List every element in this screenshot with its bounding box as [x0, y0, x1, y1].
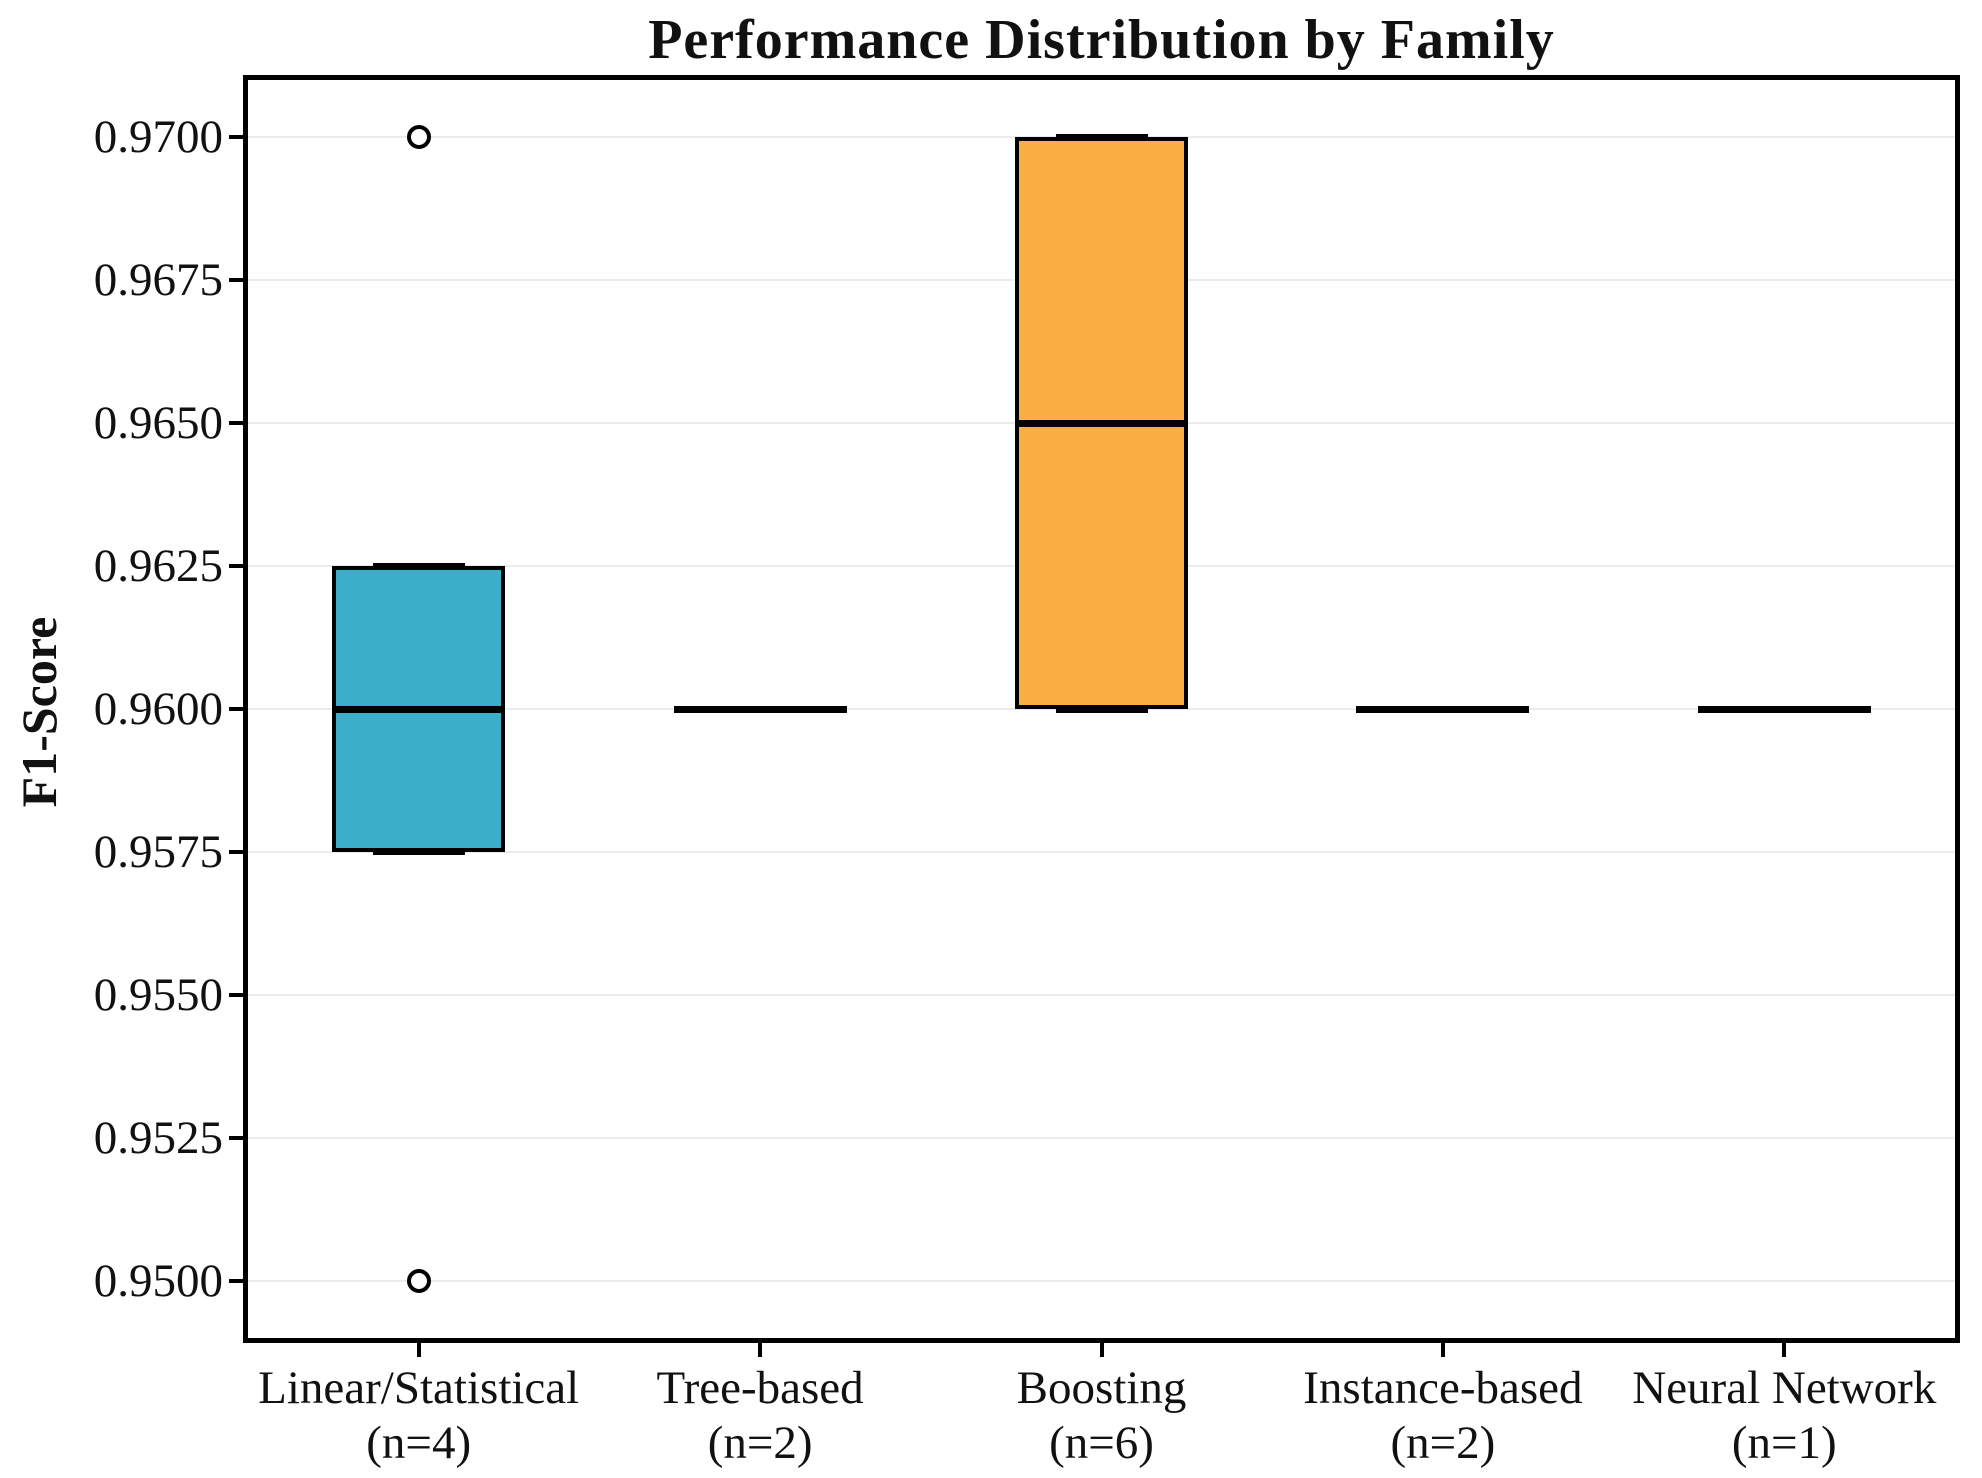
y-tick-label: 0.9625 [93, 540, 223, 593]
category-count-label: (n=4) [366, 1417, 472, 1469]
y-tick-mark [229, 707, 243, 711]
y-gridline [248, 1136, 1955, 1139]
plot-frame [243, 75, 1960, 1343]
outlier-point [406, 125, 431, 150]
y-gridline [248, 850, 1955, 853]
median-line [673, 705, 847, 713]
y-tick-label: 0.9700 [93, 111, 223, 164]
category-count-label: (n=2) [707, 1417, 813, 1469]
x-tick-label: Instance-based (n=2) [1183, 1361, 1703, 1471]
x-tick-mark [1440, 1343, 1445, 1357]
y-tick-label: 0.9600 [93, 683, 223, 735]
whisker-cap [1055, 133, 1148, 141]
y-gridline [248, 1279, 1955, 1282]
whisker-cap [1055, 705, 1148, 713]
category-count-label: (n=2) [1390, 1417, 1496, 1469]
y-tick-label: 0.9525 [93, 1111, 223, 1164]
category-label: Neural Network [1632, 1362, 1937, 1414]
whisker-cap [372, 562, 465, 570]
x-tick-label: Neural Network (n=1) [1524, 1361, 1982, 1471]
whisker-cap [372, 848, 465, 856]
y-tick-mark [229, 1278, 243, 1283]
y-tick-label: 0.9500 [93, 1254, 223, 1307]
y-tick-label: 0.9575 [93, 825, 223, 878]
y-tick-label: 0.9550 [93, 968, 223, 1021]
median-line [332, 705, 506, 713]
category-label: Linear/Statistical [258, 1362, 580, 1414]
x-tick-label: Linear/Statistical (n=4) [159, 1361, 679, 1471]
median-line [1015, 419, 1188, 427]
y-tick-mark [229, 564, 243, 569]
chart-title: Performance Distribution by Family [648, 9, 1555, 71]
y-tick-mark [229, 135, 243, 140]
x-tick-label: Tree-based (n=2) [500, 1361, 1020, 1471]
x-tick-mark [1782, 1343, 1787, 1357]
category-label: Boosting [1016, 1362, 1187, 1414]
y-tick-label: 0.9675 [93, 254, 223, 307]
y-tick-mark [229, 992, 243, 997]
x-tick-mark [416, 1343, 421, 1357]
y-tick-label: 0.9650 [93, 397, 223, 450]
y-tick-mark [229, 278, 243, 283]
category-label: Instance-based [1303, 1362, 1583, 1414]
median-line [1356, 705, 1530, 713]
y-gridline [248, 993, 1955, 996]
y-tick-mark [229, 849, 243, 854]
y-tick-mark [229, 1135, 243, 1140]
category-count-label: (n=6) [1049, 1417, 1154, 1469]
y-tick-mark [229, 421, 243, 426]
category-count-label: (n=1) [1731, 1417, 1837, 1469]
outlier-point [406, 1268, 431, 1293]
x-tick-mark [758, 1343, 763, 1357]
x-tick-label: Boosting (n=6) [842, 1361, 1362, 1471]
median-line [1697, 705, 1871, 713]
category-label: Tree-based [656, 1362, 864, 1414]
x-tick-mark [1099, 1343, 1104, 1357]
